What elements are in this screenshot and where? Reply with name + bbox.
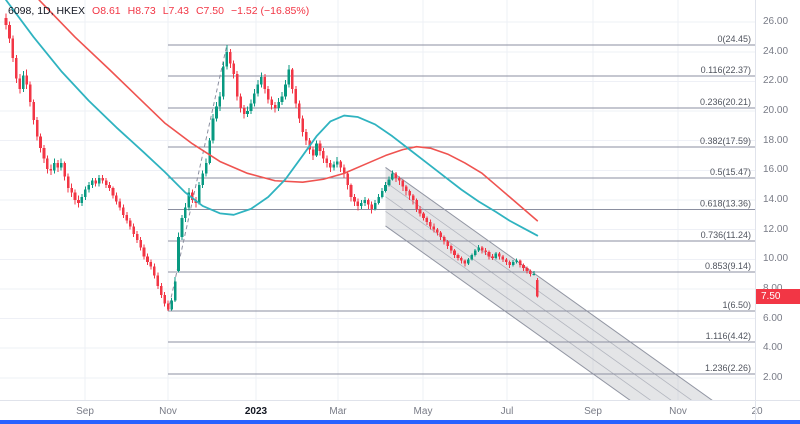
bottom-accent-bar — [0, 420, 800, 424]
ohlc-high: H8.73 — [127, 5, 156, 17]
axis-border — [755, 0, 756, 424]
time-axis-label: Sep — [584, 406, 602, 417]
ohlc-close: C7.50 — [195, 5, 224, 17]
fib-level-label: 0.618(13.36) — [700, 198, 751, 208]
fib-level-label: 0.853(9.14) — [705, 261, 751, 271]
time-axis-label: Nov — [159, 406, 177, 417]
fib-level-label: 1.116(4.42) — [706, 331, 751, 341]
price-axis-label: 2.00 — [763, 371, 783, 383]
chart-canvas[interactable]: 0(24.45) 0.116(22.37) 0.236(20.21) 0.382(17… — [0, 0, 755, 400]
price-axis-label: 18.00 — [763, 134, 789, 146]
price-axis-label: 8.00 — [763, 283, 782, 294]
time-axis-label: Jul — [500, 406, 514, 417]
last-price-tag: 7.50 — [756, 289, 800, 304]
price-axis-label: 26.00 — [763, 16, 789, 28]
time-axis-label: May — [413, 406, 433, 417]
price-axis-label: 20.00 — [763, 105, 789, 117]
price-axis-label: 4.00 — [763, 342, 783, 354]
ohlc-low: L7.43 — [162, 5, 189, 17]
price-axis-label: 22.00 — [763, 75, 789, 87]
fib-level-label: 0.236(20.21) — [700, 97, 751, 107]
ma-fast-line[interactable] — [5, 0, 539, 237]
time-axis-label: Mar — [329, 406, 347, 417]
fib-retracement-drawing[interactable]: 0(24.45) 0.116(22.37) 0.236(20.21) 0.382(17… — [168, 34, 755, 375]
candles-layer — [4, 13, 539, 312]
fib-level-label: 0.736(11.24) — [701, 230, 751, 240]
time-axis-label: 20 — [751, 406, 763, 417]
fib-level-label: 1(6.50) — [722, 300, 751, 310]
time-axis-label: 2023 — [244, 406, 268, 417]
time-axis-label: Sep — [76, 406, 94, 417]
fib-level-label: 0(24.45) — [717, 34, 751, 44]
symbol-title[interactable]: 6098, 1D, HKEX — [8, 5, 86, 17]
change-label: −1.52 (−16.85%) — [231, 5, 310, 17]
legend: 6098, 1D, HKEX O8.61 H8.73 L7.43 C7.50 −… — [8, 5, 309, 17]
fib-level-label: 0.5(15.47) — [710, 167, 751, 177]
time-axis-label: Nov — [669, 406, 687, 417]
parallel-channel-drawing[interactable] — [385, 167, 717, 400]
price-axis-label: 6.00 — [763, 312, 783, 324]
fib-level-label: 0.382(17.59) — [700, 136, 751, 146]
price-axis-label: 24.00 — [763, 45, 789, 57]
price-axis-label: 12.00 — [763, 223, 789, 235]
fib-level-label: 0.116(22.37) — [701, 65, 751, 75]
price-axis-label: 14.00 — [763, 194, 789, 205]
fib-level-label: 1.236(2.26) — [705, 363, 751, 373]
price-axis-label: 10.00 — [763, 253, 789, 265]
ohlc-open: O8.61 — [92, 5, 121, 17]
price-axis[interactable]: 26.00 24.00 22.00 20.00 18.00 16.00 14.00 12.00… — [756, 0, 800, 400]
ma-slow-line[interactable] — [6, 0, 539, 222]
price-axis-label: 16.00 — [763, 164, 789, 176]
